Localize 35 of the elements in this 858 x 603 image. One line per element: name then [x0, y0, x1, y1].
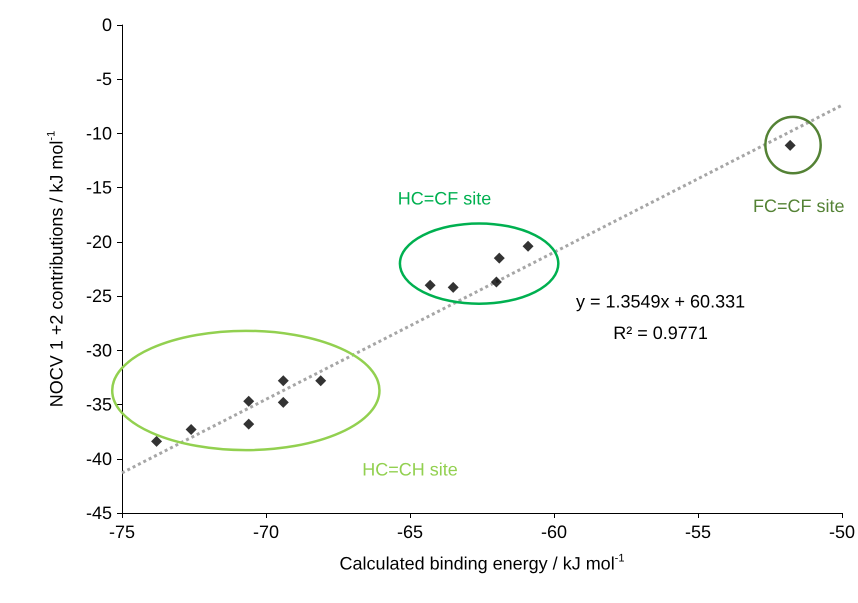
- y-tick-label: -20: [86, 232, 112, 252]
- x-tick-label: -75: [108, 522, 136, 542]
- point: [186, 424, 197, 435]
- y-tick-label: -45: [86, 503, 112, 523]
- x-tick-label: -70: [252, 522, 280, 542]
- x-tick-label: -60: [540, 522, 568, 542]
- point: [494, 252, 505, 264]
- y-axis-title: NOCV 1 +2 contributions / kJ mol-1: [46, 130, 66, 408]
- y-tick-label: -30: [86, 340, 112, 360]
- point: [278, 396, 289, 408]
- x-tick-label: -50: [828, 522, 855, 542]
- point: [490, 276, 502, 288]
- y-tick-label: -5: [96, 69, 112, 90]
- y-tick-label: -10: [86, 123, 112, 144]
- annotation: FC=CF site: [753, 196, 845, 216]
- y-tick-label: -35: [86, 394, 112, 415]
- x-tick-label: -65: [396, 522, 424, 542]
- y-tick-label: -15: [86, 178, 112, 198]
- annotation: HC=CF site: [398, 188, 492, 209]
- point: [448, 282, 459, 293]
- x-tick-label: -55: [684, 522, 711, 542]
- point: [278, 375, 289, 386]
- point: [424, 280, 436, 291]
- annotation: HC=CH site: [362, 460, 458, 480]
- point: [784, 140, 796, 151]
- point: [243, 418, 254, 430]
- annotation: y = 1.3549x + 60.331: [576, 292, 746, 312]
- point: [243, 396, 254, 407]
- point: [522, 240, 534, 252]
- y-tick-label: -40: [86, 448, 112, 469]
- y-tick-label: 0: [102, 15, 112, 35]
- y-tick-label: -25: [86, 286, 112, 306]
- annotation: R² = 0.9771: [613, 322, 708, 343]
- point: [151, 436, 162, 447]
- point: [315, 375, 326, 386]
